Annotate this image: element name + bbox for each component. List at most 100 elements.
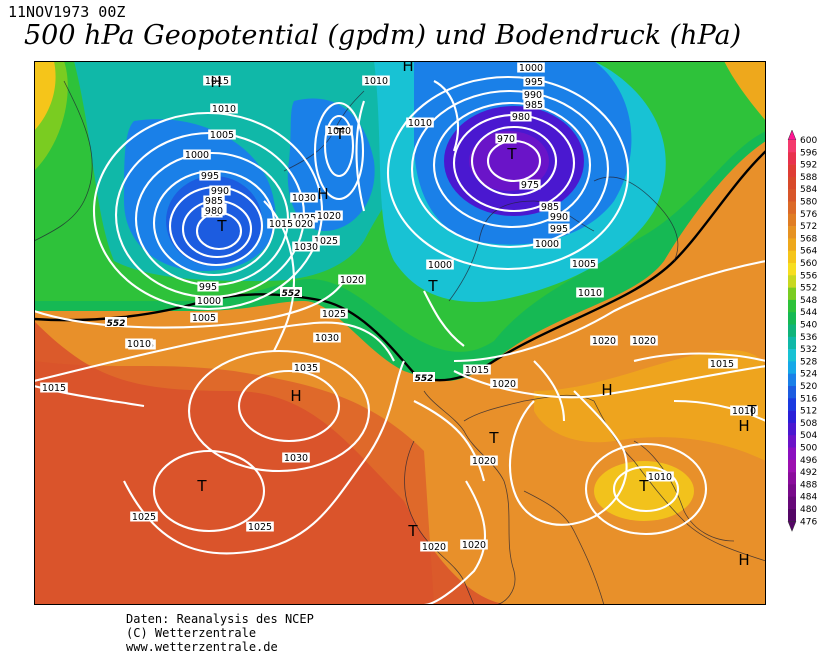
credits-line-url: www.wetterzentrale.de bbox=[126, 640, 278, 654]
colorbar-swatch bbox=[788, 312, 796, 325]
colorbar-label: 564 bbox=[800, 247, 817, 257]
colorbar-swatch bbox=[788, 299, 796, 313]
isobar-label: 1000 bbox=[185, 150, 209, 161]
isobar-label-bg bbox=[576, 287, 604, 298]
isobar-label-bg bbox=[197, 281, 219, 292]
colorbar-labels: 600 596 592 588 584 580 576 572 568 564 560 556 552 5… bbox=[800, 136, 817, 527]
isobar-label-bg bbox=[420, 541, 448, 552]
isobar-label-bg bbox=[292, 362, 320, 373]
isobar-label: 980 bbox=[512, 112, 530, 123]
colorbar-top-arrow bbox=[787, 129, 797, 141]
isobar-label: 1020 bbox=[472, 456, 496, 467]
colorbar-label: 516 bbox=[800, 394, 817, 404]
colorbar-label: 556 bbox=[800, 271, 817, 281]
colorbar-label: 504 bbox=[800, 431, 817, 441]
isobar-label: 1020 bbox=[592, 336, 616, 347]
colorbar-swatch bbox=[788, 287, 796, 301]
isobar-label: 990 bbox=[524, 90, 542, 101]
low-east-center-field bbox=[469, 131, 549, 191]
isobar-label: 990 bbox=[550, 212, 568, 223]
isobar-label: 970 bbox=[497, 134, 515, 145]
isobar-label-bg bbox=[282, 452, 310, 463]
isobar-label: 1015 bbox=[205, 76, 229, 87]
isobar-label: 1015 bbox=[465, 365, 489, 376]
colorbar-swatch bbox=[788, 176, 796, 190]
colorbar-swatch bbox=[788, 336, 796, 350]
colorbar-swatch bbox=[788, 361, 796, 374]
colorbar-swatch bbox=[788, 435, 796, 448]
isobar-label-bg bbox=[315, 210, 343, 221]
colorbar-swatch bbox=[788, 201, 796, 215]
colorbar-label: 484 bbox=[800, 493, 817, 503]
isobar-label: 1005 bbox=[210, 130, 234, 141]
colorbar-swatch bbox=[788, 226, 796, 239]
geopotential-label: 552 bbox=[282, 289, 301, 299]
colorbar-label: 576 bbox=[800, 210, 817, 220]
colorbar-swatch bbox=[788, 373, 796, 387]
isobar-label-bg bbox=[510, 111, 532, 122]
isobar-label-bg bbox=[290, 212, 318, 223]
isobar-label-bg bbox=[539, 201, 561, 212]
colorbar-swatch bbox=[788, 250, 796, 264]
isobar-label: 985 bbox=[205, 196, 223, 207]
high-pressure-marker: H bbox=[601, 381, 612, 399]
isobar-label-bg bbox=[287, 218, 315, 229]
colorbar-label: 588 bbox=[800, 173, 817, 183]
isobar-label-bg bbox=[290, 192, 318, 203]
isobar-label-bg bbox=[548, 211, 570, 222]
isobar-label: 1030 bbox=[284, 453, 308, 464]
isobar-label: 1020 bbox=[422, 542, 446, 553]
colorbar-swatch bbox=[788, 422, 796, 436]
isobar-label: 1010 bbox=[732, 406, 756, 417]
isobar-label: 985 bbox=[541, 202, 559, 213]
colorbar-swatch bbox=[788, 164, 796, 178]
isobar-label-bg bbox=[199, 170, 221, 181]
isobar-label-bg bbox=[125, 338, 153, 349]
high-pressure-marker: H bbox=[210, 73, 221, 91]
isobar-label-bg bbox=[523, 99, 545, 110]
isobar-label: 1030 bbox=[315, 333, 339, 344]
isobar-label: 1030 bbox=[292, 193, 316, 204]
yellow-ne-field bbox=[724, 61, 766, 121]
colorbar-label: 600 bbox=[800, 136, 817, 146]
isobar-label: 1020 bbox=[632, 336, 656, 347]
low-pressure-marker: T bbox=[638, 477, 649, 495]
map-title: 500 hPa Geopotential (gpdm) und Bodendru… bbox=[24, 20, 742, 51]
colorbar-swatch bbox=[788, 447, 796, 461]
high-pressure-marker: H bbox=[738, 417, 749, 435]
colorbar-label: 560 bbox=[800, 259, 817, 269]
colorbar-swatch bbox=[788, 459, 796, 473]
colorbar-swatch bbox=[788, 472, 796, 485]
colorbar-swatch bbox=[788, 275, 796, 288]
geopotential-label: 552 bbox=[107, 319, 126, 329]
isobar-label-bg bbox=[183, 149, 211, 160]
isobar-label: 1025 bbox=[248, 522, 272, 533]
isobar-label: 1000 bbox=[428, 260, 452, 271]
colorbar-label: 568 bbox=[800, 234, 817, 244]
colorbar-label: 536 bbox=[800, 333, 817, 343]
low-pressure-marker: T bbox=[746, 402, 757, 420]
isobar-label-bg bbox=[312, 235, 340, 246]
geopotential-label: 552 bbox=[415, 374, 434, 384]
isobar-label-bg bbox=[40, 382, 68, 393]
isobar-label: 990 bbox=[211, 186, 229, 197]
colorbar-label: 580 bbox=[800, 198, 817, 208]
colorbar-swatch bbox=[788, 509, 796, 522]
colorbar: 600 596 592 588 584 580 576 572 568 564 560 556 552 5… bbox=[787, 129, 817, 532]
isobar-label: 1015 bbox=[710, 359, 734, 370]
colorbar-label: 480 bbox=[800, 505, 817, 515]
isobar-label: 1025 bbox=[314, 236, 338, 247]
colorbar-label: 500 bbox=[800, 444, 817, 454]
isobar-label: 1010 bbox=[127, 339, 151, 350]
isobar-label-bg bbox=[338, 274, 366, 285]
isobar-label-bg bbox=[210, 103, 238, 114]
isobar-label-bg bbox=[463, 364, 491, 375]
colorbar-bottom-arrow bbox=[787, 521, 797, 532]
low-pressure-marker: T bbox=[196, 477, 207, 495]
isobar-label-bg bbox=[130, 511, 158, 522]
isobar-label-bg bbox=[517, 62, 545, 73]
isobar-label: 1020 bbox=[340, 275, 364, 286]
credits-line-data: Daten: Reanalysis des NCEP bbox=[126, 612, 314, 626]
isobar-label-bg bbox=[203, 75, 231, 86]
